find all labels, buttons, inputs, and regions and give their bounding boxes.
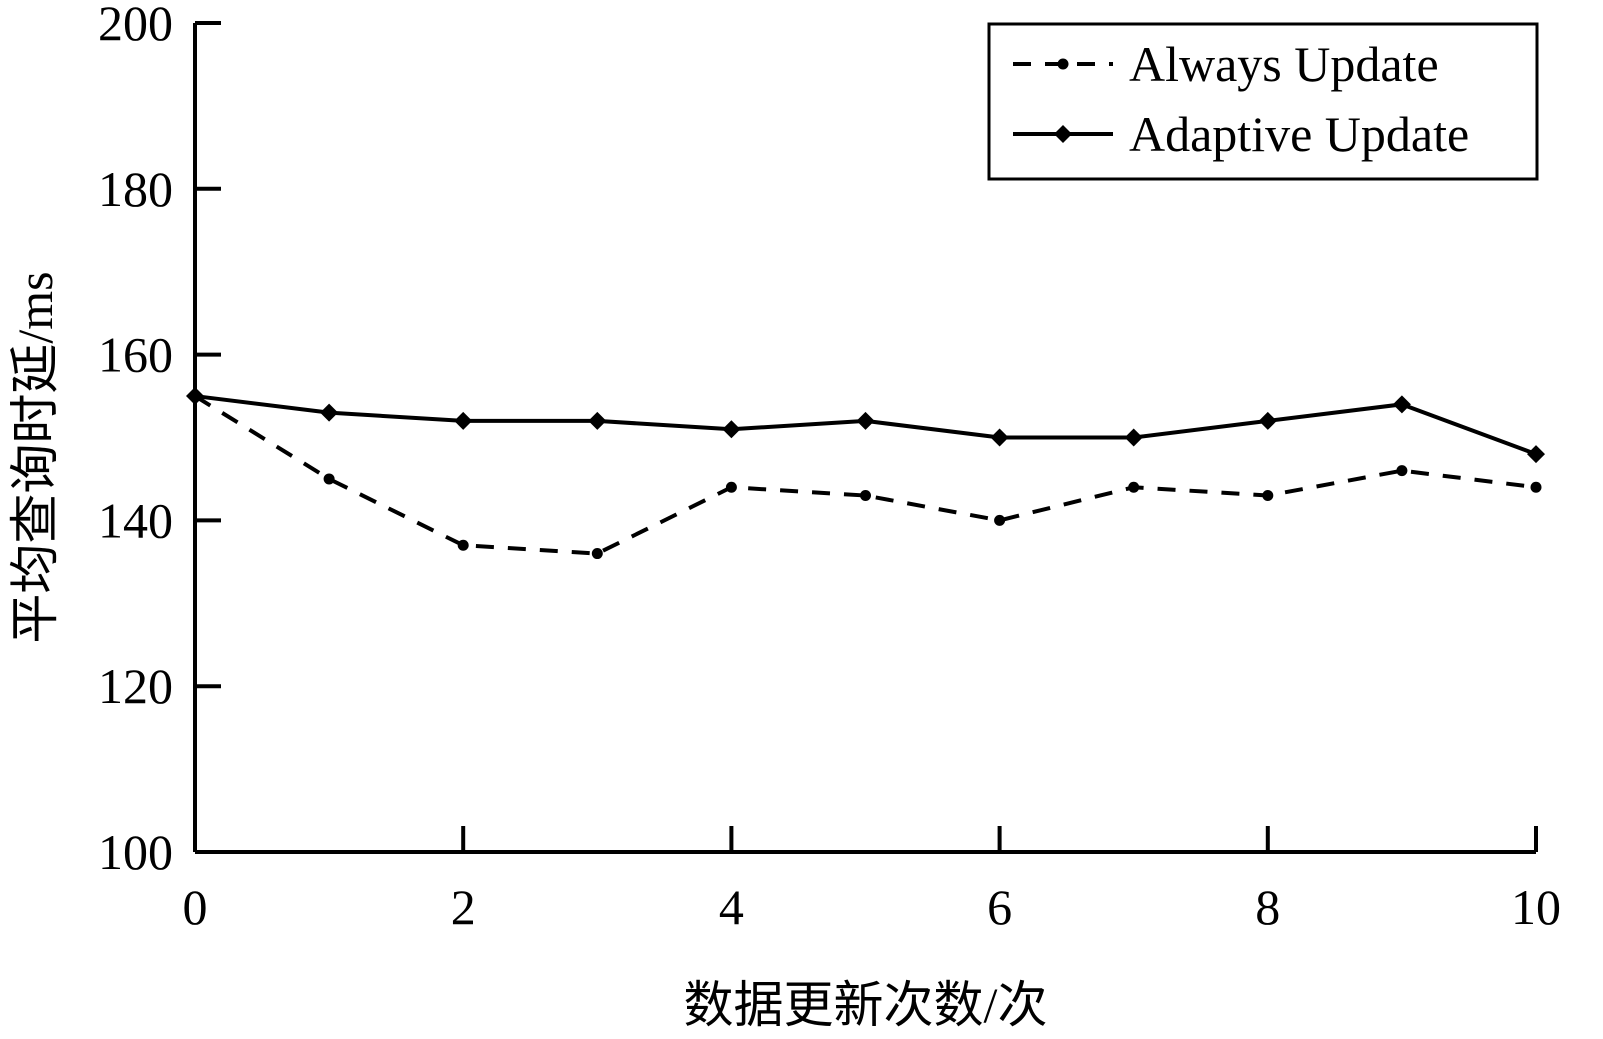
y-tick-label: 120 bbox=[98, 658, 173, 714]
series-line bbox=[193, 394, 1537, 556]
legend-label: Always Update bbox=[1129, 36, 1439, 92]
data-point bbox=[454, 411, 473, 430]
axes: 0 2 4 6 8 10 100 120 140 160 180 200 bbox=[98, 0, 1561, 935]
legend: Always Update Adaptive Update bbox=[987, 22, 1539, 181]
x-tick-label: 6 bbox=[987, 879, 1012, 935]
data-point bbox=[457, 539, 469, 551]
x-tick-label: 2 bbox=[451, 879, 476, 935]
y-tick-label: 180 bbox=[98, 161, 173, 217]
data-point bbox=[856, 411, 875, 430]
data-point bbox=[722, 420, 741, 439]
legend-box bbox=[987, 22, 1539, 181]
data-point bbox=[1124, 428, 1143, 447]
data-point bbox=[1527, 445, 1545, 464]
y-axis-title: 平均查询时延/ms bbox=[7, 271, 63, 643]
x-tick-label: 4 bbox=[719, 879, 744, 935]
data-point bbox=[323, 473, 335, 485]
y-tick-label: 160 bbox=[98, 327, 173, 383]
series-layer bbox=[186, 387, 1545, 560]
x-axis-title: 数据更新次数/次 bbox=[684, 977, 1048, 1033]
legend-item: Adaptive Update bbox=[1013, 106, 1469, 162]
data-point bbox=[320, 403, 339, 422]
y-tick-label: 200 bbox=[98, 0, 173, 51]
y-tick-label: 140 bbox=[98, 492, 173, 548]
legend-marker bbox=[1054, 125, 1072, 143]
data-point bbox=[725, 481, 737, 493]
series-adaptive-update bbox=[186, 387, 1545, 464]
data-point bbox=[1262, 490, 1274, 502]
legend-marker bbox=[1057, 58, 1069, 70]
x-tick-label: 10 bbox=[1511, 879, 1561, 935]
data-point bbox=[1128, 481, 1140, 493]
data-point bbox=[1530, 481, 1542, 493]
data-point bbox=[186, 387, 204, 406]
y-ticks: 100 120 140 160 180 200 bbox=[98, 0, 221, 880]
data-point bbox=[994, 514, 1006, 526]
legend-item: Always Update bbox=[1013, 36, 1439, 92]
x-tick-label: 8 bbox=[1255, 879, 1280, 935]
data-point bbox=[1392, 395, 1411, 414]
legend-label: Adaptive Update bbox=[1129, 106, 1469, 162]
data-point bbox=[1258, 411, 1277, 430]
data-point bbox=[860, 490, 871, 502]
data-point bbox=[990, 428, 1009, 447]
x-ticks: 0 2 4 6 8 10 bbox=[183, 826, 1561, 935]
data-point bbox=[1396, 465, 1408, 477]
y-tick-label: 100 bbox=[98, 824, 173, 880]
data-point bbox=[588, 411, 607, 430]
x-tick-label: 0 bbox=[183, 879, 208, 935]
data-point bbox=[591, 548, 603, 560]
